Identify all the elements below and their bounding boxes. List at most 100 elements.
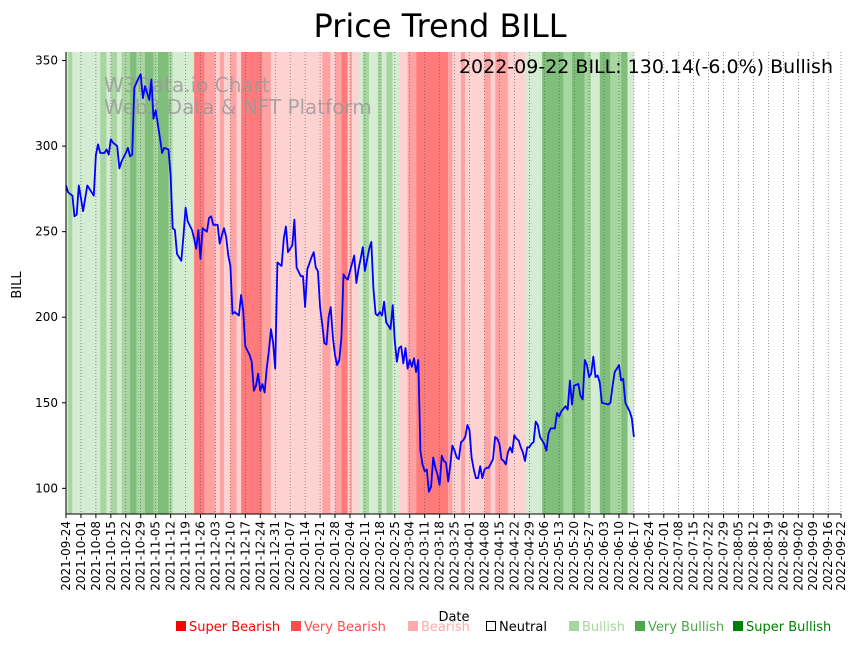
y-axis-label: BILL — [10, 271, 25, 299]
band-bearish — [507, 52, 526, 514]
band-bearish — [465, 52, 485, 514]
y-axis-ticks: 100 150 200 250 300 350 — [35, 54, 66, 495]
x-tick-label: 2021-12-10 — [223, 521, 237, 591]
x-axis-label: Date — [438, 610, 469, 625]
x-tick-label: 2022-05-06 — [537, 521, 551, 591]
legend-swatch-super-bullish — [733, 621, 743, 631]
x-tick-label: 2022-09-16 — [821, 521, 835, 591]
band-very-bearish — [230, 52, 237, 514]
legend-label-very-bearish: Very Bearish — [304, 620, 386, 635]
legend-label-bullish: Bullish — [582, 620, 626, 635]
band-very-bullish — [563, 52, 572, 514]
watermark: W3Data.io Chart Web3 Data & NFT Platform — [104, 73, 372, 119]
band-super-bearish — [416, 52, 449, 514]
legend-swatch-bearish — [408, 621, 418, 631]
band-super-bullish — [157, 52, 169, 514]
x-tick-label: 2021-11-19 — [179, 521, 193, 591]
band-super-bullish — [130, 52, 137, 514]
x-tick-label: 2021-12-17 — [238, 521, 252, 591]
x-tick-label: 2021-10-29 — [134, 521, 148, 591]
band-bullish — [172, 52, 195, 514]
band-super-bearish — [341, 52, 348, 514]
x-tick-label: 2021-11-05 — [149, 521, 163, 591]
x-tick-label: 2022-01-07 — [283, 521, 297, 591]
x-tick-label: 2022-09-22 — [834, 521, 848, 591]
x-tick-label: 2022-07-08 — [672, 521, 686, 591]
band-bullish — [525, 52, 543, 514]
x-tick-label: 2022-05-13 — [552, 521, 566, 591]
band-bullish — [591, 52, 600, 514]
band-bullish — [66, 52, 69, 514]
x-tick-label: 2022-06-24 — [642, 521, 656, 591]
legend-item-super-bearish: Super Bearish — [176, 620, 280, 635]
x-tick-label: 2021-09-24 — [59, 521, 73, 591]
band-very-bearish — [219, 52, 224, 514]
band-very-bullish — [100, 52, 107, 514]
legend: Super Bearish Very Bearish Bearish Neutral B… — [0, 620, 859, 640]
axes — [65, 52, 841, 515]
x-tick-label: 2022-06-10 — [612, 521, 626, 591]
x-tick-label: 2021-10-08 — [89, 521, 103, 591]
band-bullish — [627, 52, 634, 514]
band-very-bearish — [322, 52, 331, 514]
x-tick-label: 2021-10-01 — [74, 521, 88, 591]
band-bullish — [72, 52, 101, 514]
band-very-bullish — [584, 52, 592, 514]
x-tick-label: 2022-07-29 — [717, 521, 731, 591]
x-tick-label: 2021-12-24 — [253, 521, 267, 591]
band-bearish — [236, 52, 242, 514]
x-tick-label: 2022-02-25 — [388, 521, 402, 591]
x-tick-label: 2021-11-12 — [164, 521, 178, 591]
watermark-line-2: Web3 Data & NFT Platform — [104, 95, 372, 119]
x-tick-label: 2021-12-03 — [208, 521, 222, 591]
x-tick-label: 2022-08-19 — [761, 521, 775, 591]
latest-price-annotation: 2022-09-22 BILL: 130.14(-6.0%) Bullish — [459, 56, 833, 78]
band-bearish — [352, 52, 359, 514]
band-very-bearish — [407, 52, 417, 514]
legend-label-very-bullish: Very Bullish — [648, 620, 725, 635]
band-very-bearish — [204, 52, 216, 514]
x-tick-label: 2022-03-25 — [448, 521, 462, 591]
band-bearish — [452, 52, 461, 514]
band-bullish — [106, 52, 111, 514]
x-tick-label: 2022-03-04 — [403, 521, 417, 591]
x-tick-label: 2022-04-29 — [522, 521, 536, 591]
legend-swatch-neutral — [486, 621, 496, 631]
band-very-bearish — [335, 52, 342, 514]
y-tick-label: 200 — [35, 310, 58, 324]
y-tick-label: 250 — [35, 225, 58, 239]
x-tick-label: 2021-12-31 — [268, 521, 282, 591]
legend-label-bearish: Bearish — [421, 620, 470, 635]
x-tick-label: 2022-04-22 — [507, 521, 521, 591]
band-bullish — [358, 52, 363, 514]
band-super-bullish — [621, 52, 628, 514]
legend-label-neutral: Neutral — [499, 620, 547, 635]
legend-item-neutral: Neutral — [486, 620, 547, 635]
legend-item-very-bearish: Very Bearish — [291, 620, 386, 635]
band-super-bullish — [599, 52, 611, 514]
band-very-bullish — [610, 52, 622, 514]
legend-item-bullish: Bullish — [569, 620, 625, 635]
legend-item-very-bullish: Very Bullish — [635, 620, 724, 635]
x-tick-label: 2021-10-15 — [104, 521, 118, 591]
band-super-bullish — [542, 52, 564, 514]
legend-label-super-bearish: Super Bearish — [189, 620, 281, 635]
x-tick-label: 2022-05-20 — [567, 521, 581, 591]
band-bullish — [381, 52, 387, 514]
x-tick-label: 2021-11-26 — [194, 521, 208, 591]
y-tick-label: 100 — [35, 481, 58, 495]
band-bearish — [223, 52, 231, 514]
band-bearish — [330, 52, 336, 514]
legend-item-super-bullish: Super Bullish — [733, 620, 831, 635]
band-very-bullish — [110, 52, 118, 514]
chart-title: Price Trend BILL — [313, 7, 566, 45]
price-line — [65, 73, 635, 493]
band-very-bearish — [460, 52, 466, 514]
band-super-bullish — [144, 52, 154, 514]
y-tick-label: 350 — [35, 54, 58, 68]
y-tick-label: 150 — [35, 396, 58, 410]
x-tick-label: 2022-03-18 — [433, 521, 447, 591]
x-tick-label: 2022-08-12 — [746, 521, 760, 591]
band-bearish — [279, 52, 323, 514]
x-tick-label: 2022-04-15 — [492, 521, 506, 591]
